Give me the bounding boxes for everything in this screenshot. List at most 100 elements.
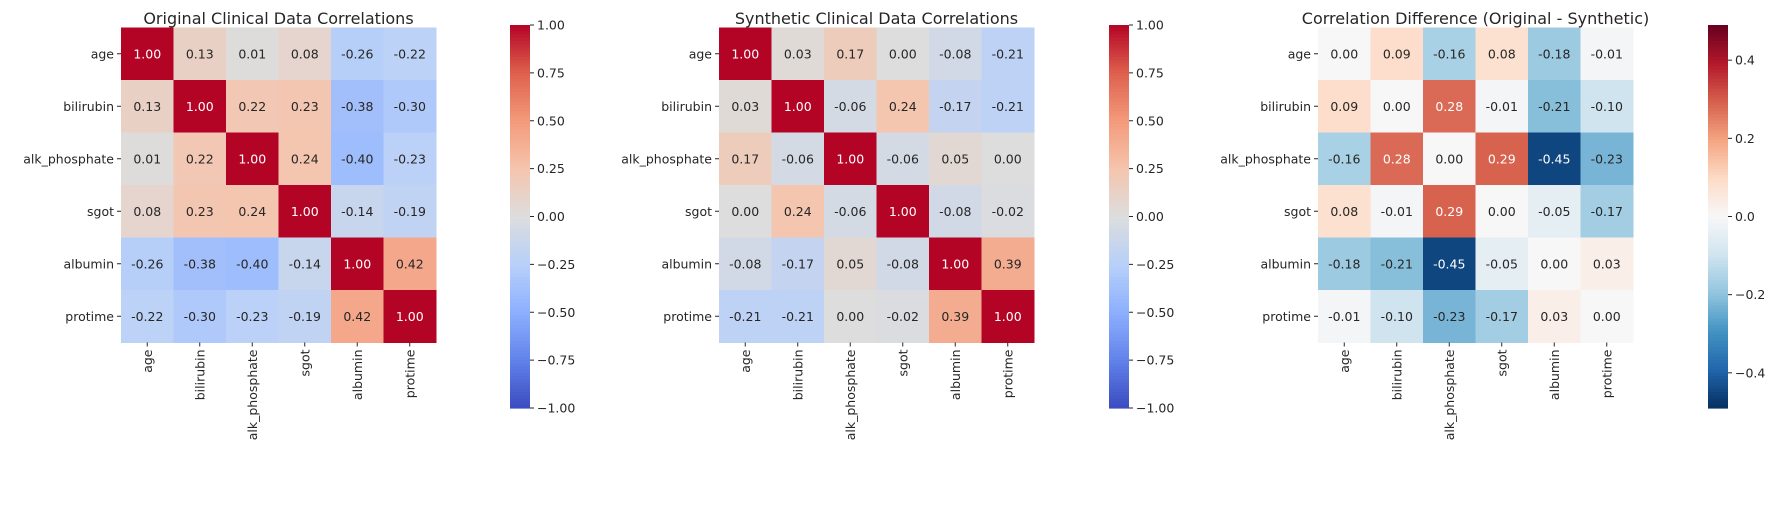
cell-value-label: -0.45 [1538, 151, 1570, 166]
heatmap-cell-bilirubin-bilirubin [1370, 80, 1424, 133]
colorbar-segment [1708, 60, 1728, 64]
colorbar-segment [1708, 261, 1728, 265]
y-tick-label: age [689, 46, 713, 61]
colorbar-segment [510, 226, 530, 230]
colorbar-segment [1708, 226, 1728, 230]
colorbar-segment [1109, 347, 1129, 352]
colorbar-segment [1708, 404, 1728, 409]
colorbar-segment [1109, 273, 1129, 278]
cell-value-label: 0.03 [1540, 309, 1568, 324]
heatmap-cell-bilirubin-albumin [331, 80, 384, 133]
heatmap-cell-protime-protime [981, 290, 1035, 343]
colorbar-segment [1109, 82, 1129, 87]
colorbar-segment [510, 267, 530, 272]
heatmap-cell-age-sgot [1475, 27, 1529, 81]
colorbar-segment [1708, 302, 1728, 307]
colorbar-segment [510, 159, 530, 163]
colorbar-segment [1109, 344, 1129, 348]
heatmap-cell-alk-phosphate-protime [1580, 132, 1634, 186]
cell-value-label: 1.00 [396, 309, 424, 324]
cell-value-label: -0.14 [341, 204, 373, 219]
colorbar-segment [1708, 267, 1728, 272]
heatmap-cell-age-age [121, 27, 174, 81]
colorbar-segment [1109, 318, 1129, 323]
cell-value-label: 1.00 [291, 204, 319, 219]
heatmap-cell-alk-phosphate-sgot [1475, 132, 1529, 186]
colorbar-segment [1109, 168, 1129, 173]
colorbar-segment [510, 155, 530, 160]
cell-value-label: -0.23 [394, 151, 426, 166]
cell-value-label: -0.17 [1591, 204, 1623, 219]
colorbar-segment [510, 111, 530, 115]
cell-value-label: -0.08 [729, 256, 761, 271]
colorbar: 1.00 0.75 0.50 0.25 0.00 −0.25 −0.50 −0.75 −1.00 [510, 18, 575, 416]
colorbar-segment [510, 130, 530, 135]
colorbar-segment [1708, 162, 1728, 167]
colorbar-segment [510, 242, 530, 246]
heatmap-cell-bilirubin-albumin [1528, 80, 1581, 133]
colorbar-segment [1708, 235, 1728, 240]
colorbar-segment [1708, 248, 1728, 253]
cell-value-label: 0.08 [133, 204, 161, 219]
colorbar-segment [1109, 139, 1129, 144]
colorbar-segment [1109, 213, 1129, 218]
colorbar-segment [510, 165, 530, 170]
colorbar-segment [1109, 92, 1129, 96]
colorbar-segment [510, 366, 530, 371]
cell-value-label: -0.10 [1381, 309, 1413, 324]
colorbar-segment [1109, 257, 1129, 262]
cell-value-label: 0.08 [291, 46, 319, 61]
colorbar-segment [510, 127, 530, 131]
cell-value-label: 0.22 [186, 151, 214, 166]
colorbar-segment [1708, 114, 1728, 119]
colorbar-segment [1109, 360, 1129, 364]
cell-value-label: 0.00 [994, 151, 1022, 166]
colorbar-tick-label: 0.00 [537, 209, 565, 224]
cell-value-label: 0.42 [396, 256, 424, 271]
colorbar-segment [1708, 379, 1728, 384]
colorbar-segment [510, 28, 530, 32]
x-tick-label: bilirubin [1389, 350, 1404, 401]
colorbar-segment [1708, 28, 1728, 32]
colorbar-segment [1708, 25, 1728, 29]
colorbar-segment [510, 229, 530, 234]
colorbar-segment [1708, 206, 1728, 211]
colorbar-segment [510, 60, 530, 64]
cell-value-label: -0.26 [341, 46, 373, 61]
cell-value-label: -0.16 [1433, 46, 1465, 61]
cell-value-label: 0.09 [1383, 46, 1411, 61]
colorbar-segment [510, 286, 530, 291]
colorbar-segment [510, 302, 530, 307]
colorbar-segment [1708, 79, 1728, 84]
cell-value-label: 0.01 [133, 151, 161, 166]
y-tick-label: alk_phosphate [23, 151, 114, 166]
colorbar-segment [1708, 66, 1728, 71]
colorbar-segment [510, 162, 530, 167]
colorbar-segment [510, 175, 530, 179]
heatmap-cell-sgot-alk-phosphate [226, 185, 279, 238]
cell-value-label: -0.21 [729, 309, 761, 324]
colorbar-segment [510, 248, 530, 253]
heatmap-cell-bilirubin-alk-phosphate [1423, 80, 1476, 133]
colorbar-segment [1109, 219, 1129, 224]
cell-value-label: 1.00 [784, 99, 812, 114]
colorbar-segment [1708, 104, 1728, 109]
colorbar-segment [1109, 47, 1129, 52]
colorbar-segment [1109, 222, 1129, 227]
heatmap-cell-protime-albumin [929, 290, 982, 343]
colorbar-segment [510, 360, 530, 364]
colorbar-segment [1708, 293, 1728, 297]
colorbar-segment [510, 63, 530, 68]
colorbar-segment [510, 216, 530, 221]
cell-value-label: -0.21 [1381, 256, 1413, 271]
heatmap-cell-bilirubin-age [121, 80, 174, 133]
y-tick-label: alk_phosphate [621, 151, 712, 166]
colorbar-segment [510, 178, 530, 182]
colorbar-segment [1708, 159, 1728, 163]
colorbar-segment [1109, 72, 1129, 77]
colorbar-segment [510, 395, 530, 400]
cell-value-label: -0.10 [1591, 99, 1623, 114]
colorbar-segment [510, 270, 530, 275]
colorbar-segment [510, 168, 530, 173]
colorbar-segment [1109, 242, 1129, 246]
